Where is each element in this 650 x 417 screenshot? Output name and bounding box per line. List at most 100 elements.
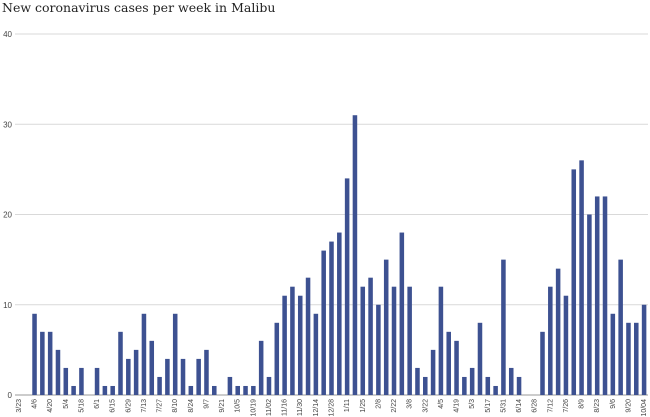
bar-7/19 <box>555 268 561 395</box>
bar-11/30 <box>297 295 303 395</box>
x-tick-label: 11/16 <box>282 399 289 416</box>
bar-8/23 <box>594 196 600 395</box>
bar-5/11 <box>71 385 76 395</box>
chart-title: New coronavirus cases per week in Malibu <box>2 0 276 15</box>
x-tick-label: 4/19 <box>454 399 461 413</box>
bar-8/10 <box>172 313 178 395</box>
bar-2/15 <box>383 259 389 395</box>
x-tick-label: 7/13 <box>141 399 148 413</box>
bar-7/12 <box>548 286 553 395</box>
x-tick-label: 2/8 <box>375 399 382 409</box>
bar-8/16 <box>587 214 592 395</box>
bar-8/24 <box>188 385 194 395</box>
x-tick-label: 5/31 <box>500 399 507 413</box>
bar-10/19 <box>251 385 256 395</box>
x-tick-label: 9/20 <box>625 399 632 413</box>
bar-10/5 <box>235 385 240 395</box>
x-tick-label: 11/02 <box>266 399 273 416</box>
x-tick-label: 1/11 <box>344 399 351 412</box>
x-tick-label: 9/21 <box>219 399 226 413</box>
bar-2/1 <box>368 277 373 395</box>
x-tick-label: 8/10 <box>172 399 179 413</box>
x-tick-label: 12/14 <box>313 399 320 417</box>
bar-6/1 <box>94 367 100 395</box>
x-tick-label: 7/27 <box>157 399 164 413</box>
x-tick-label: 4/20 <box>47 399 54 413</box>
y-tick-label: 40 <box>3 30 12 39</box>
x-tick-label: 2/22 <box>391 399 398 413</box>
bar-4/19 <box>454 340 459 395</box>
y-tick-label: 20 <box>3 211 12 220</box>
bar-9/13 <box>618 259 623 395</box>
bar-5/31 <box>501 259 506 395</box>
bar-2/8 <box>376 304 381 395</box>
x-tick-label: 6/15 <box>110 399 117 413</box>
y-tick-label: 0 <box>8 391 13 400</box>
x-tick-label: 4/5 <box>438 399 445 409</box>
bar-5/3 <box>469 367 475 395</box>
bar-8/31 <box>196 358 201 395</box>
bar-12/21 <box>321 250 326 395</box>
y-tick-label: 10 <box>3 301 12 310</box>
bar-3/29 <box>430 349 436 395</box>
bar-7/26 <box>563 295 569 395</box>
x-tick-label: 7/12 <box>547 399 554 413</box>
x-tick-label: 1/25 <box>360 399 367 413</box>
x-tick-label: 9/7 <box>203 399 210 409</box>
x-tick-label: 5/3 <box>469 399 476 409</box>
bar-4/26 <box>462 376 467 395</box>
x-tick-label: 3/23 <box>16 399 23 413</box>
bar-11/09 <box>274 322 280 395</box>
bar-4/5 <box>438 286 444 395</box>
x-tick-label: 10/04 <box>641 399 648 417</box>
bar-10/12 <box>243 385 248 395</box>
bar-6/7 <box>508 367 514 395</box>
x-tick-label: 5/18 <box>78 399 85 413</box>
bar-1/18 <box>352 115 358 395</box>
bar-10/04 <box>641 304 647 395</box>
bar-7/27 <box>157 376 162 395</box>
bar-7/6 <box>133 349 139 395</box>
bar-3/22 <box>423 376 428 395</box>
x-tick-label: 8/24 <box>188 399 195 413</box>
bar-6/8 <box>102 385 108 395</box>
bar-8/17 <box>180 358 186 395</box>
bar-7/5 <box>540 331 545 395</box>
bar-6/15 <box>110 385 115 395</box>
x-tick-label: 6/1 <box>94 399 101 409</box>
bar-3/8 <box>407 286 412 395</box>
bar-12/07 <box>305 277 311 395</box>
bar-7/13 <box>141 313 147 395</box>
bar-9/28 <box>227 376 233 395</box>
bar-11/02 <box>266 376 272 395</box>
bar-6/29 <box>126 358 131 395</box>
bar-9/7 <box>204 349 209 395</box>
bar-5/10 <box>477 322 483 395</box>
bar-4/20 <box>47 331 53 395</box>
bar-5/17 <box>485 376 491 395</box>
bar-3/15 <box>415 367 420 395</box>
bar-4/6 <box>32 313 37 395</box>
bar-9/14 <box>212 385 217 395</box>
bar-3/1 <box>399 232 405 395</box>
x-tick-label: 6/29 <box>125 399 132 413</box>
bar-12/28 <box>329 241 334 395</box>
bar-12/14 <box>313 313 319 395</box>
bar-4/12 <box>446 331 451 395</box>
bar-4/13 <box>40 331 45 395</box>
bar-5/18 <box>79 367 84 395</box>
bar-8/9 <box>579 160 584 395</box>
bar-7/20 <box>149 340 155 395</box>
x-tick-label: 3/22 <box>422 399 429 413</box>
y-axis-ticks: 0 10 20 30 40 <box>3 30 12 400</box>
bar-8/2 <box>571 169 577 395</box>
bar-10/26 <box>258 340 264 395</box>
x-tick-label: 6/28 <box>532 399 539 413</box>
bar-2/22 <box>391 286 397 395</box>
x-tick-label: 7/26 <box>563 399 570 413</box>
bar-1/25 <box>360 286 366 395</box>
x-tick-label: 10/5 <box>235 399 242 413</box>
bar-5/4 <box>63 367 69 395</box>
bar-6/14 <box>516 376 522 395</box>
